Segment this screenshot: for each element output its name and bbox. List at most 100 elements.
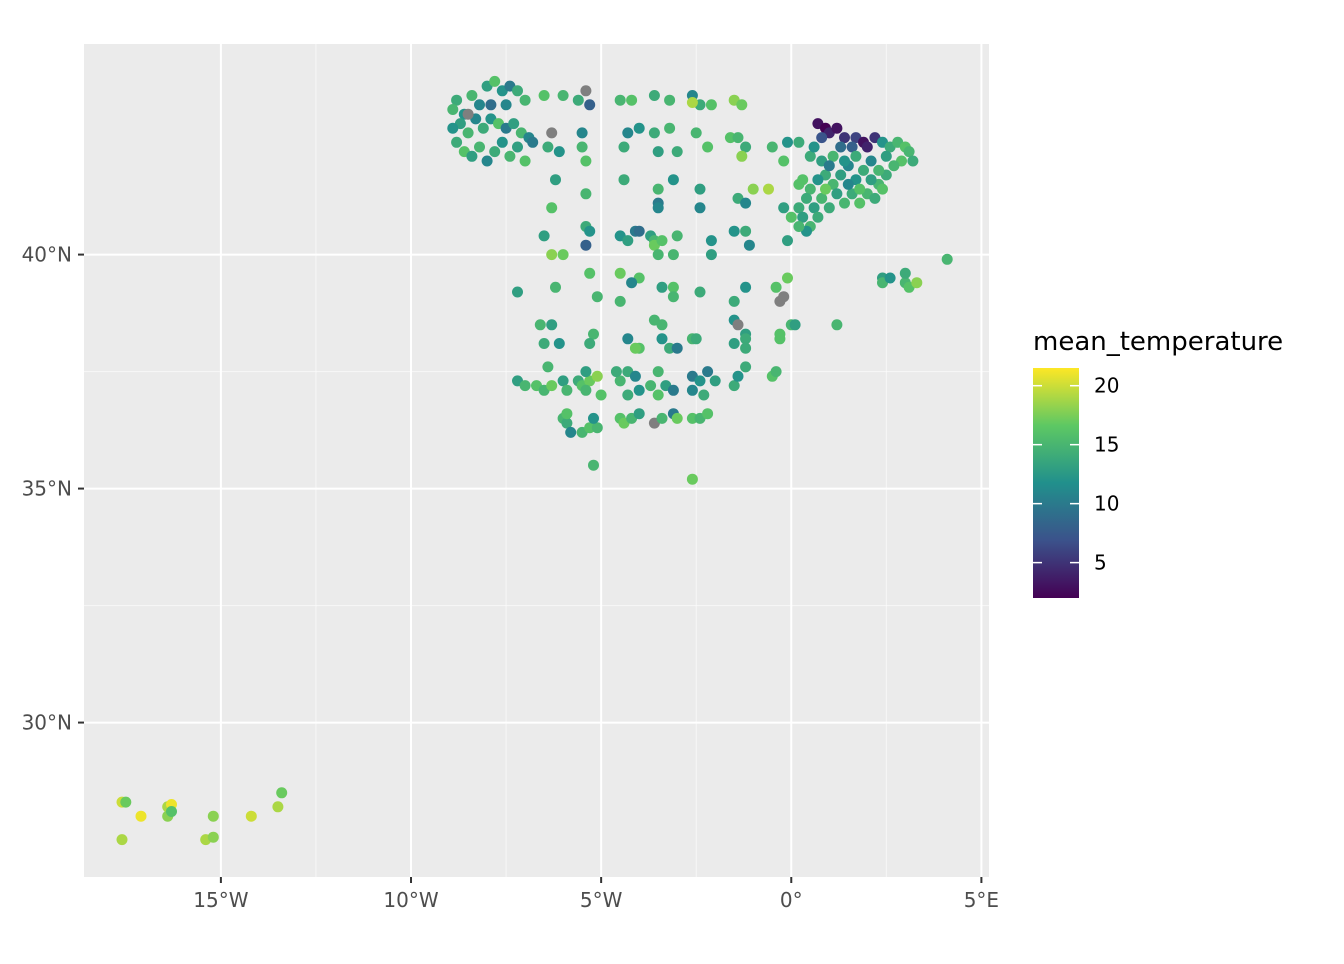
station-point [667, 291, 679, 303]
station-point [664, 94, 676, 106]
station-point [466, 90, 478, 101]
x-tick-label: 15°W [193, 888, 248, 912]
station-point [626, 277, 638, 289]
station-point [622, 389, 634, 401]
station-point [489, 75, 501, 87]
station-point [911, 277, 923, 289]
station-point [584, 225, 596, 237]
station-point [804, 183, 816, 195]
station-point [576, 127, 588, 139]
x-tick-label: 0° [780, 888, 803, 912]
station-point [135, 810, 147, 822]
station-point [466, 150, 478, 162]
station-point [645, 380, 657, 392]
station-point [854, 183, 866, 195]
station-point [546, 319, 558, 331]
station-point [656, 412, 668, 424]
station-point [584, 267, 596, 279]
station-point [504, 150, 516, 162]
station-point [561, 417, 573, 429]
station-point [686, 412, 698, 424]
station-point [610, 366, 622, 378]
station-point [839, 132, 850, 144]
station-point [740, 197, 752, 209]
station-point [728, 338, 740, 349]
station-point [941, 253, 953, 265]
station-point [591, 370, 603, 382]
station-point [276, 787, 288, 799]
station-point [481, 155, 493, 167]
station-point [740, 361, 752, 373]
station-point [782, 272, 793, 284]
station-point [801, 192, 812, 204]
station-point [622, 127, 634, 139]
y-tick-label: 40°N [22, 243, 72, 267]
station-point [633, 225, 645, 237]
station-point [519, 155, 531, 167]
station-point [584, 422, 596, 434]
station-point [561, 408, 573, 420]
station-point [728, 380, 740, 392]
legend-title: mean_temperature [1033, 327, 1283, 357]
station-point [550, 281, 561, 293]
station-point [648, 90, 660, 101]
x-tick-label: 10°W [383, 888, 438, 912]
station-point [842, 178, 854, 190]
station-point [778, 155, 790, 167]
station-point [500, 99, 512, 111]
station-point [595, 389, 607, 401]
station-point [694, 375, 706, 387]
station-point [740, 225, 752, 237]
station-point [553, 338, 565, 349]
station-point [705, 99, 717, 111]
station-point [804, 150, 816, 162]
station-point [538, 338, 550, 349]
data-points [116, 75, 953, 846]
station-point [808, 141, 820, 153]
station-point [671, 412, 683, 424]
station-point [740, 281, 752, 293]
station-point [656, 319, 668, 331]
station-point [812, 174, 824, 186]
station-point [869, 192, 881, 204]
station-point [618, 174, 630, 186]
station-point [698, 389, 710, 401]
station-point [633, 408, 645, 420]
station-point [580, 155, 592, 167]
station-point [489, 146, 501, 158]
station-point [664, 342, 676, 354]
station-point [797, 211, 809, 223]
station-point [580, 85, 592, 97]
station-point [633, 384, 645, 396]
legend: mean_temperature 5 10 15 20 [1033, 327, 1283, 598]
station-point [671, 146, 683, 158]
station-point [778, 202, 790, 214]
station-point [580, 239, 592, 251]
station-point [580, 384, 592, 396]
station-point [732, 132, 744, 144]
station-point [861, 141, 873, 153]
station-point [591, 291, 603, 303]
station-point [652, 389, 664, 401]
station-point [576, 141, 588, 153]
station-point [546, 202, 558, 214]
station-point [512, 141, 523, 153]
station-point [702, 141, 714, 153]
station-point [485, 99, 497, 111]
station-point [572, 94, 584, 106]
station-point [542, 141, 554, 153]
station-point [512, 286, 523, 298]
station-point [207, 831, 219, 843]
station-point [705, 249, 717, 261]
station-point [667, 281, 679, 293]
station-point [591, 422, 603, 434]
station-point [899, 267, 911, 279]
station-point [686, 473, 698, 485]
station-point [447, 122, 459, 134]
station-point [447, 104, 459, 115]
station-point [546, 249, 558, 261]
station-point [820, 183, 831, 195]
station-point [546, 380, 558, 392]
station-point [740, 141, 752, 153]
